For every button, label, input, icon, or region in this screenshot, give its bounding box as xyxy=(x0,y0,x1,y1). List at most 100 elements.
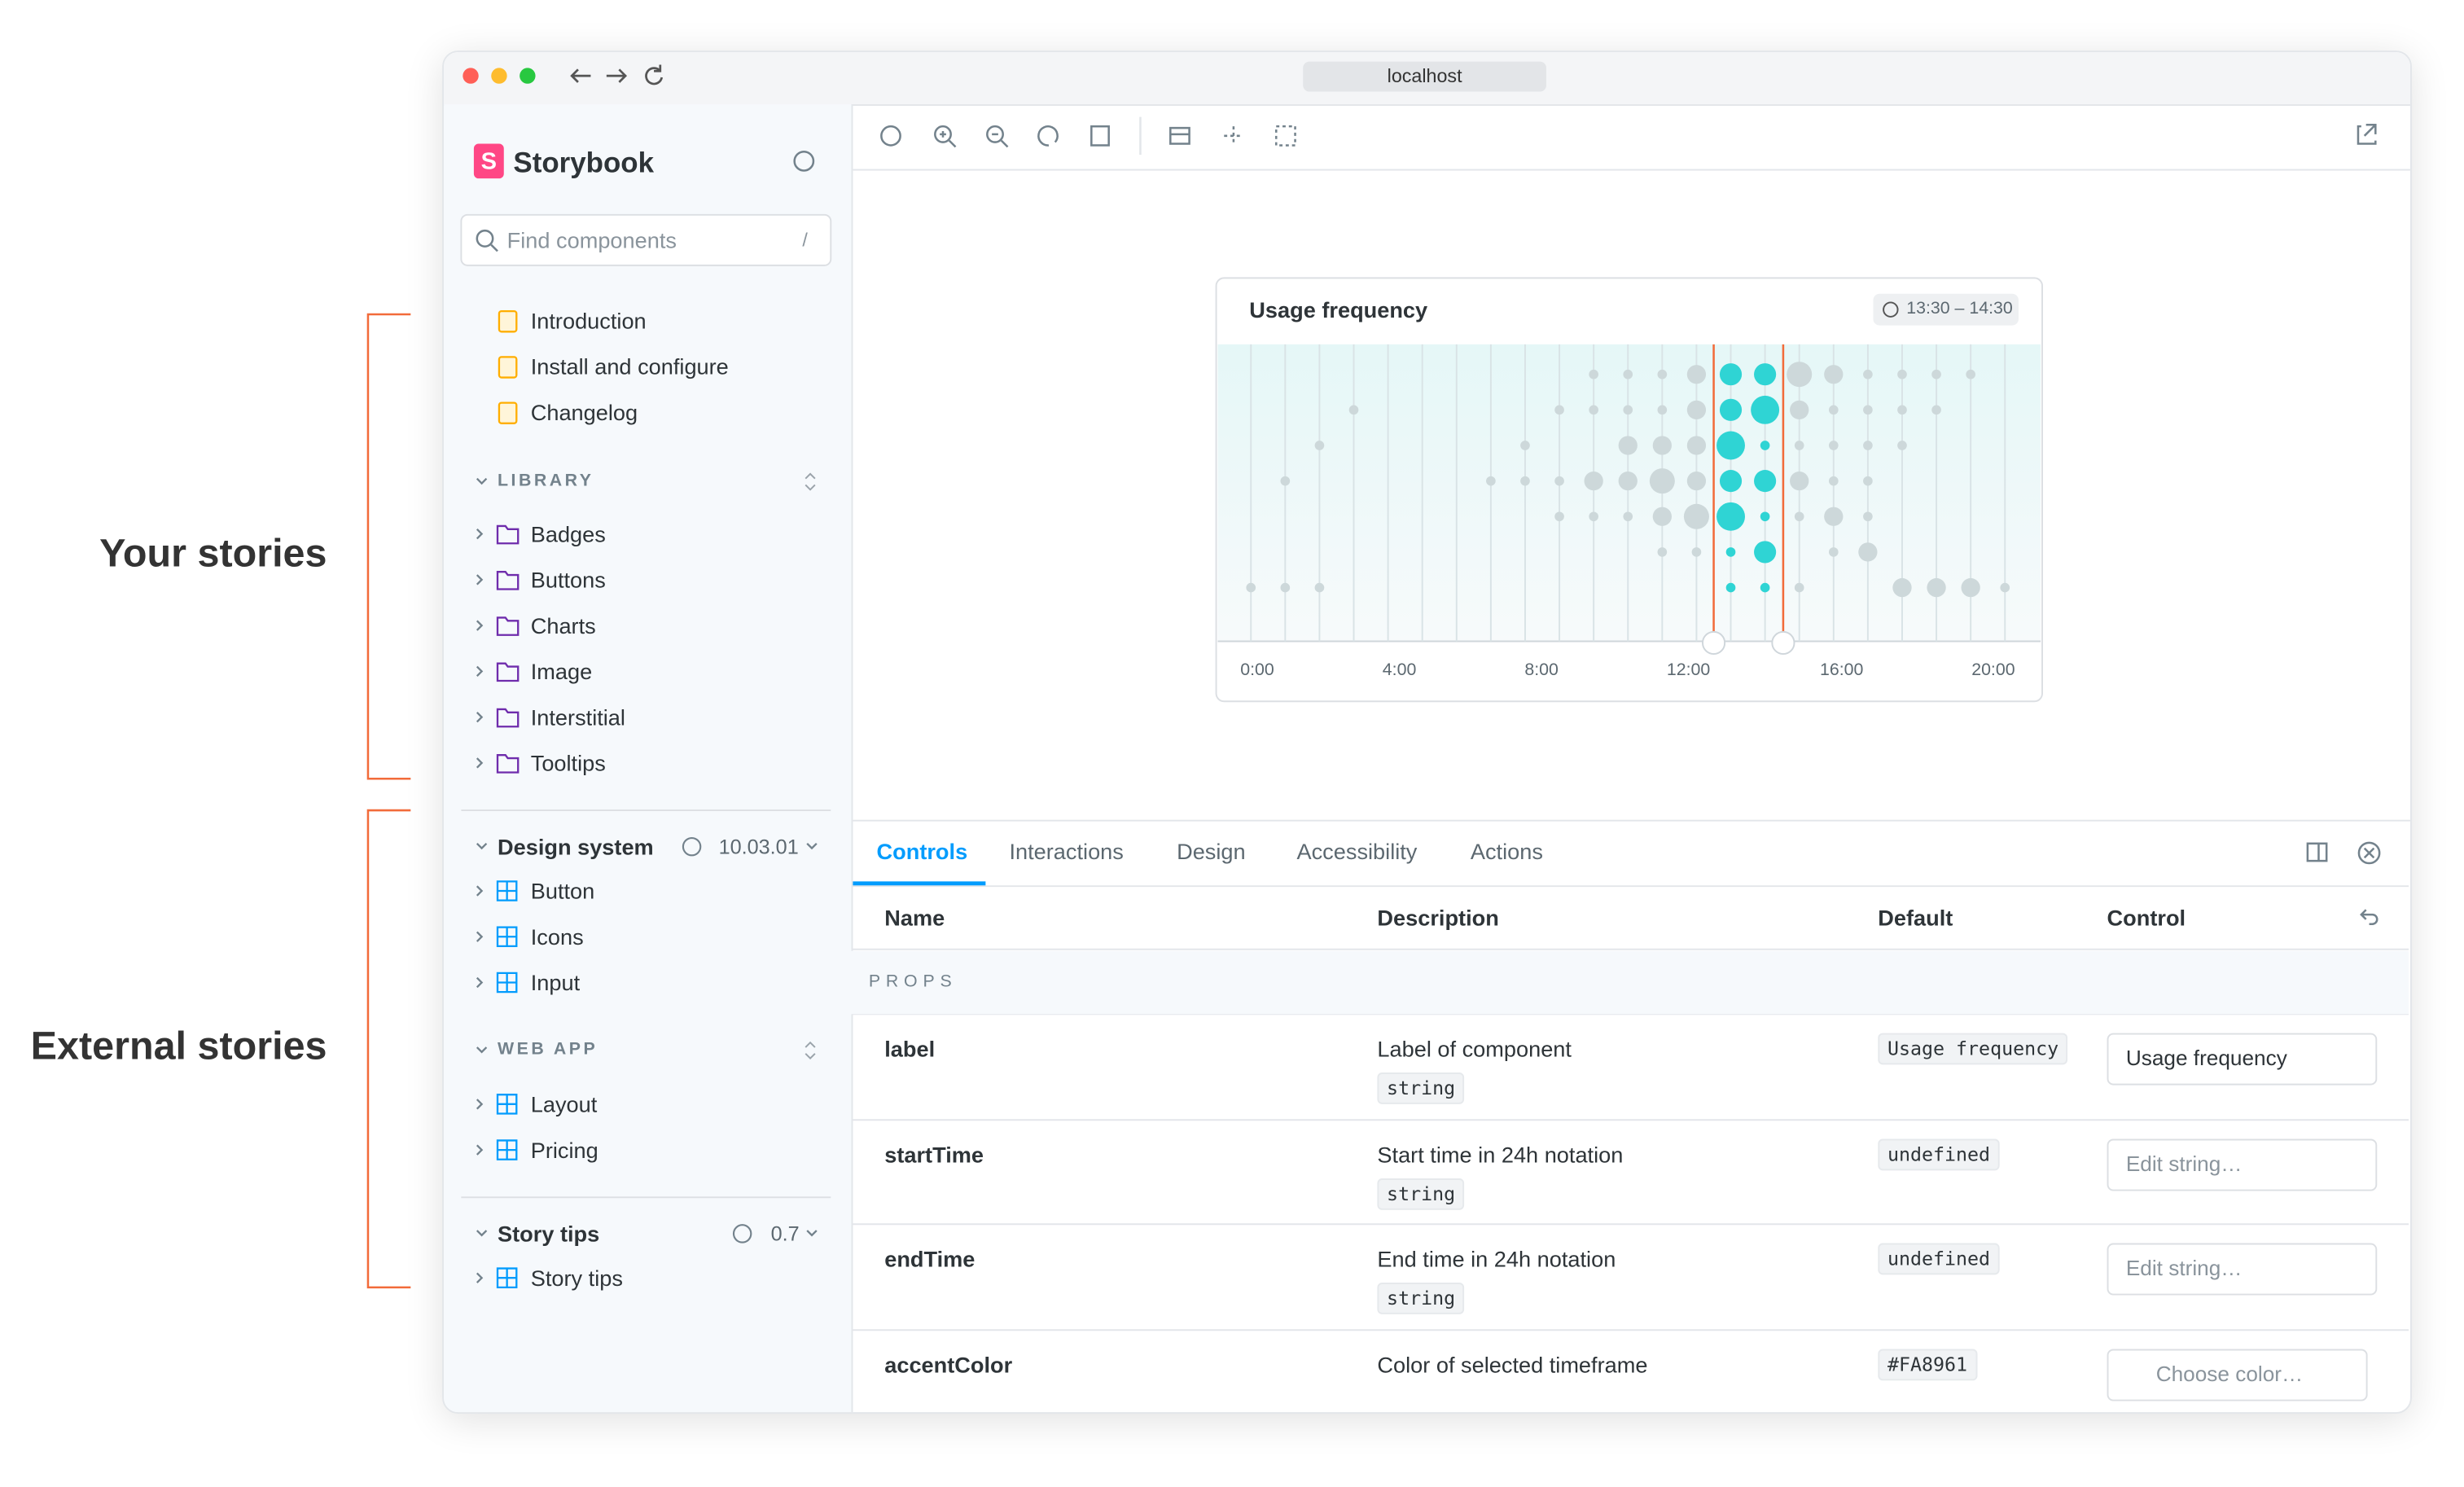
search-box[interactable] xyxy=(460,213,832,266)
dot xyxy=(1348,405,1359,415)
group-title[interactable]: WEB APP xyxy=(498,1040,598,1059)
dot xyxy=(1828,405,1839,415)
tree-item[interactable]: Buttons xyxy=(530,567,606,593)
control-text[interactable]: Edit string… xyxy=(2125,1151,2243,1175)
dot xyxy=(1280,582,1291,593)
group-title[interactable]: Story tips xyxy=(498,1221,600,1247)
chevron-right[interactable] xyxy=(476,1272,484,1283)
dot xyxy=(1657,369,1668,379)
range-selector[interactable] xyxy=(1702,344,1795,656)
dot xyxy=(1686,472,1707,491)
dot xyxy=(1589,511,1598,522)
tree-item[interactable]: Layout xyxy=(530,1091,598,1117)
version[interactable]: 10.03.01 xyxy=(718,835,799,859)
dot xyxy=(1618,472,1638,491)
dot xyxy=(1686,400,1707,419)
tree-item[interactable]: Introduction xyxy=(530,308,647,334)
dot xyxy=(1589,405,1598,415)
group-title[interactable]: LIBRARY xyxy=(498,472,594,491)
component-icon xyxy=(496,972,518,994)
collapse-icon[interactable] xyxy=(805,472,816,491)
control-text[interactable]: Edit string… xyxy=(2125,1256,2243,1280)
chart-area xyxy=(1217,344,2041,642)
chevron-down[interactable] xyxy=(476,842,488,850)
dot xyxy=(1787,362,1813,388)
control-input[interactable] xyxy=(2107,1033,2378,1086)
time-pill xyxy=(1873,293,2019,326)
dot xyxy=(1790,472,1809,491)
collapse-icon[interactable] xyxy=(805,1041,816,1059)
component-icon xyxy=(496,880,518,901)
chevron-down[interactable] xyxy=(476,477,488,485)
control-input[interactable] xyxy=(2107,1138,2378,1191)
control-text[interactable]: Usage frequency xyxy=(2125,1046,2287,1070)
prop-type: string xyxy=(1377,1072,1465,1104)
time-range: 13:30 – 14:30 xyxy=(1906,299,2013,318)
chevron-right[interactable] xyxy=(476,620,484,631)
nav-buttons[interactable] xyxy=(570,64,664,86)
dot xyxy=(1683,503,1709,529)
chevron-down[interactable] xyxy=(806,1230,818,1237)
dot xyxy=(1719,470,1743,493)
prop-default: undefined xyxy=(1878,1138,2000,1170)
tree-item[interactable]: Button xyxy=(530,878,595,904)
toolbar-icons[interactable] xyxy=(880,116,2377,156)
tab[interactable]: Controls xyxy=(876,838,968,865)
control-text[interactable]: Choose color… xyxy=(2155,1361,2304,1385)
tab[interactable]: Accessibility xyxy=(1296,838,1418,865)
dot xyxy=(1897,405,1907,415)
settings-icon[interactable] xyxy=(793,150,815,172)
chevron-right[interactable] xyxy=(476,885,484,897)
tree-item[interactable]: Pricing xyxy=(530,1137,598,1163)
brackets xyxy=(366,313,411,1289)
control-input[interactable] xyxy=(2107,1348,2368,1401)
addon-panel xyxy=(853,819,2410,1412)
tab[interactable]: Design xyxy=(1177,838,1246,865)
tree-item[interactable]: Interstitial xyxy=(530,704,625,730)
chevron-right[interactable] xyxy=(476,757,484,769)
dot xyxy=(1790,400,1809,419)
search-shortcut: / xyxy=(802,229,808,252)
tree-item[interactable]: Install and configure xyxy=(530,353,729,379)
dot xyxy=(1863,476,1873,486)
traffic-lights xyxy=(463,68,536,84)
chevron-right[interactable] xyxy=(476,528,484,540)
tree-item[interactable]: Changelog xyxy=(530,399,638,425)
chevron-right[interactable] xyxy=(476,1099,484,1110)
chevron-down[interactable] xyxy=(806,842,818,850)
tree-item[interactable]: Tooltips xyxy=(530,750,606,776)
globe-icon xyxy=(732,1224,752,1244)
control-input[interactable] xyxy=(2107,1243,2378,1296)
url-bar[interactable] xyxy=(1303,61,1546,92)
tab[interactable]: Actions xyxy=(1470,838,1543,865)
folder-icon xyxy=(496,708,520,728)
dot xyxy=(1246,582,1256,593)
tree-item[interactable]: Charts xyxy=(530,612,596,638)
dot xyxy=(1623,511,1633,522)
chevron-down[interactable] xyxy=(476,1046,488,1054)
chevron-right[interactable] xyxy=(476,931,484,942)
panel-icons[interactable] xyxy=(2306,841,2381,925)
chevron-right[interactable] xyxy=(476,665,484,678)
group-title[interactable]: Design system xyxy=(498,834,654,860)
version[interactable]: 0.7 xyxy=(770,1222,800,1246)
prop-default: undefined xyxy=(1878,1243,2000,1275)
tree-item[interactable]: Image xyxy=(530,658,593,684)
chevron-right[interactable] xyxy=(476,711,484,723)
tab[interactable]: Interactions xyxy=(1009,838,1124,865)
svg-text:S: S xyxy=(481,149,497,175)
tree-item[interactable]: Story tips xyxy=(530,1265,623,1291)
tree-item[interactable]: Badges xyxy=(530,521,606,547)
chevron-down[interactable] xyxy=(476,1230,488,1237)
dot xyxy=(1618,436,1638,455)
dot xyxy=(1754,541,1777,564)
dot xyxy=(1623,369,1633,379)
tree-item[interactable]: Input xyxy=(530,969,581,996)
dot xyxy=(1691,547,1702,557)
prop-name: label xyxy=(884,1036,936,1062)
tree-item[interactable]: Icons xyxy=(530,923,584,950)
dot xyxy=(1966,369,1975,379)
chevron-right[interactable] xyxy=(476,976,484,989)
chevron-right[interactable] xyxy=(476,574,484,586)
chevron-right[interactable] xyxy=(476,1144,484,1156)
